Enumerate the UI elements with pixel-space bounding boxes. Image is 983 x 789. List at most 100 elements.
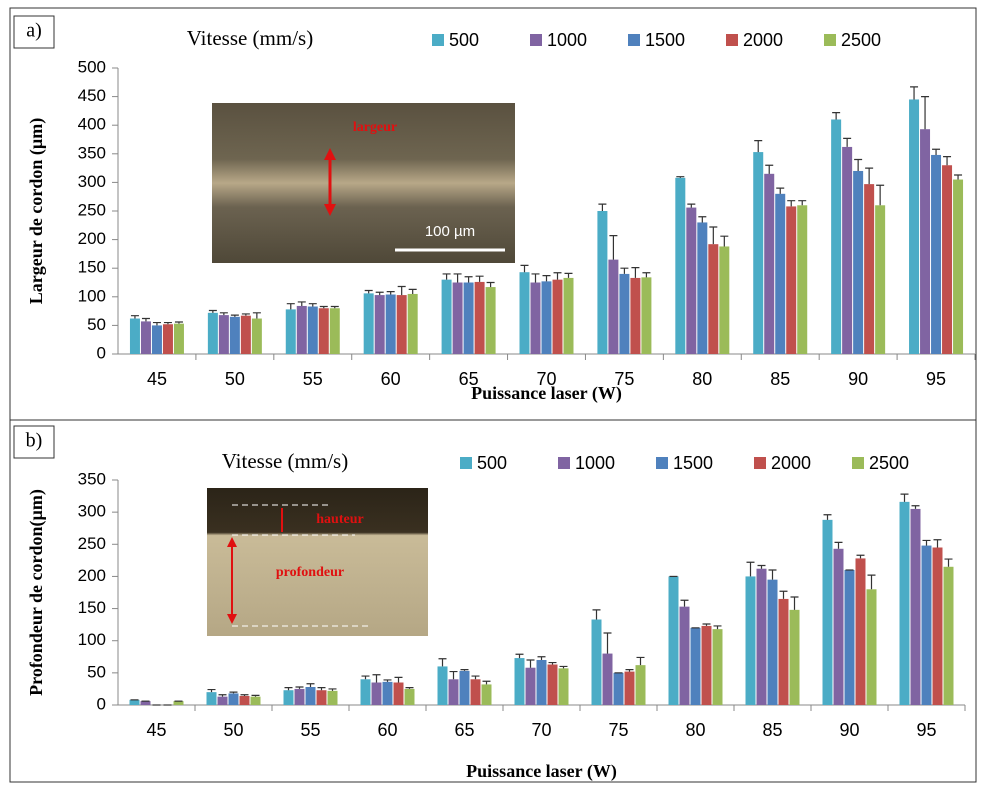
error-bar [130, 315, 139, 319]
legend-label: 2500 [869, 453, 909, 473]
error-bar [449, 670, 458, 680]
bar [675, 177, 686, 354]
error-bar [798, 200, 807, 206]
bar [207, 312, 218, 354]
error-bar [372, 674, 381, 683]
bar [853, 170, 864, 354]
error-bar [765, 164, 774, 174]
error-bar [252, 312, 261, 319]
bar [875, 205, 886, 354]
x-tick-label: 95 [916, 720, 936, 740]
error-bar [286, 303, 295, 310]
legend-label: 2000 [743, 30, 783, 50]
bar [294, 688, 305, 705]
error-bar [832, 112, 841, 120]
y-axis-title: Profondeur de cordon(µm) [26, 489, 47, 696]
error-bar [603, 632, 612, 654]
y-tick-label: 50 [87, 315, 106, 334]
error-bar [460, 669, 469, 671]
bar [822, 519, 833, 705]
error-bar [163, 321, 172, 325]
x-tick-label: 70 [536, 369, 556, 389]
bar [608, 259, 619, 354]
error-bar [295, 686, 304, 689]
x-tick-label: 65 [454, 720, 474, 740]
error-bar [229, 691, 238, 694]
error-bar [779, 590, 788, 599]
error-bar [330, 305, 339, 309]
legend-swatch [530, 34, 542, 46]
error-bar [251, 694, 260, 697]
error-bar [515, 653, 524, 659]
error-bar [631, 267, 640, 278]
error-bar [453, 273, 462, 283]
y-tick-label: 300 [78, 502, 106, 521]
x-tick-label: 60 [381, 369, 401, 389]
legend-swatch [628, 34, 640, 46]
bar [591, 619, 602, 705]
bar [866, 589, 877, 705]
bar [547, 664, 558, 705]
bar [173, 323, 184, 354]
bar [909, 99, 920, 355]
bar [485, 287, 496, 354]
y-tick-label: 400 [78, 115, 106, 134]
x-tick-label: 50 [225, 369, 245, 389]
error-bar [698, 216, 707, 223]
error-bar [609, 234, 618, 260]
bar [797, 205, 808, 354]
error-bar [542, 275, 551, 282]
x-tick-label: 55 [300, 720, 320, 740]
error-bar [240, 694, 249, 696]
inset-label: hauteur [316, 512, 363, 527]
bar [541, 281, 552, 354]
bar [697, 222, 708, 354]
x-tick-label: 60 [377, 720, 397, 740]
error-bar [317, 687, 326, 691]
bar [251, 318, 262, 354]
bar [283, 690, 294, 705]
error-bar [713, 625, 722, 630]
x-tick-label: 50 [223, 720, 243, 740]
error-bar [625, 669, 634, 672]
error-bar [922, 539, 931, 546]
bar [764, 173, 775, 354]
x-tick-label: 55 [303, 369, 323, 389]
bar [921, 545, 932, 705]
bar [396, 295, 407, 354]
legend-swatch [432, 34, 444, 46]
bar [514, 658, 525, 705]
error-bar [520, 264, 529, 273]
bar [385, 294, 396, 354]
bar [305, 687, 316, 705]
error-bar [230, 314, 239, 317]
error-bar [219, 312, 228, 316]
bar [624, 671, 635, 705]
bar [239, 696, 250, 705]
bar [932, 547, 943, 705]
x-tick-label: 95 [926, 369, 946, 389]
bar [327, 690, 338, 705]
error-bar [642, 272, 651, 278]
bar [140, 701, 151, 705]
bar [842, 146, 853, 354]
bar [756, 568, 767, 705]
error-bar [364, 289, 373, 294]
y-tick-label: 350 [78, 469, 106, 488]
y-tick-label: 500 [78, 57, 106, 76]
bar [371, 682, 382, 705]
error-bar [790, 596, 799, 610]
bar [448, 679, 459, 705]
error-bar [537, 656, 546, 660]
bar [552, 279, 563, 354]
bar [140, 321, 151, 354]
error-bar [746, 561, 755, 577]
error-bar [687, 203, 696, 208]
error-bar [559, 665, 568, 669]
y-tick-label: 0 [97, 343, 106, 362]
inset-photo [212, 103, 515, 263]
bar [690, 627, 701, 705]
bar [831, 119, 842, 354]
